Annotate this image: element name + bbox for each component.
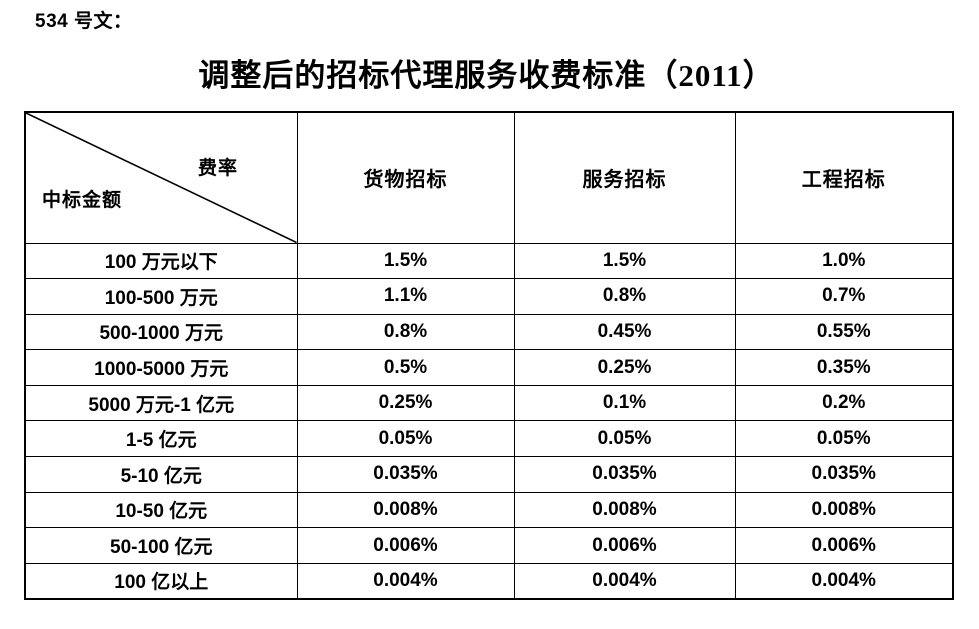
- fee-value: 0.2%: [734, 384, 954, 422]
- table-row: 100 万元以下 1.5% 1.5% 1.0%: [24, 242, 954, 280]
- table-row: 100-500 万元 1.1% 0.8% 0.7%: [24, 278, 954, 315]
- fee-value: 0.006%: [296, 527, 515, 564]
- fee-value: 0.55%: [734, 313, 954, 351]
- page-title: 调整后的招标代理服务收费标准（2011）: [198, 58, 775, 93]
- row-label: 100 万元以下: [24, 242, 298, 280]
- fee-value: 0.05%: [513, 420, 736, 458]
- column-header-engineering: 工程招标: [734, 111, 954, 244]
- row-label: 50-100 亿元: [24, 527, 298, 564]
- table-row: 1000-5000 万元 0.5% 0.25% 0.35%: [24, 349, 954, 386]
- row-label: 1-5 亿元: [24, 420, 298, 458]
- row-label: 500-1000 万元: [24, 313, 298, 351]
- fee-value: 0.006%: [513, 527, 736, 564]
- row-label: 100 亿以上: [24, 562, 298, 600]
- row-label: 5000 万元-1 亿元: [24, 384, 298, 422]
- table-row: 5-10 亿元 0.035% 0.035% 0.035%: [24, 456, 954, 493]
- table-row: 100 亿以上 0.004% 0.004% 0.004%: [24, 562, 954, 600]
- doc-number-label: 534 号文：: [35, 11, 133, 32]
- fee-value: 0.1%: [513, 384, 736, 422]
- corner-cell: 费率 中标金额: [24, 111, 298, 244]
- fee-value: 0.35%: [734, 349, 954, 386]
- fee-value: 0.25%: [296, 384, 515, 422]
- column-header-services: 服务招标: [513, 111, 736, 244]
- fee-value: 0.006%: [734, 527, 954, 564]
- corner-fee-rate-label: 费率: [198, 158, 239, 179]
- row-label: 10-50 亿元: [24, 491, 298, 529]
- column-header-goods: 货物招标: [296, 111, 515, 244]
- fee-value: 0.7%: [734, 278, 954, 315]
- table-row: 1-5 亿元 0.05% 0.05% 0.05%: [24, 420, 954, 458]
- fee-value: 0.05%: [734, 420, 954, 458]
- table-row: 500-1000 万元 0.8% 0.45% 0.55%: [24, 313, 954, 351]
- fee-value: 0.004%: [734, 562, 954, 600]
- fee-value: 0.8%: [296, 313, 515, 351]
- fee-value: 0.45%: [513, 313, 736, 351]
- fee-value: 1.1%: [296, 278, 515, 315]
- fee-value: 1.0%: [734, 242, 954, 280]
- fee-value: 0.25%: [513, 349, 736, 386]
- table-row: 5000 万元-1 亿元 0.25% 0.1% 0.2%: [24, 384, 954, 422]
- row-label: 5-10 亿元: [24, 456, 298, 493]
- corner-bid-amount-label: 中标金额: [42, 190, 123, 211]
- fee-value: 0.008%: [734, 491, 954, 529]
- fee-value: 1.5%: [296, 242, 515, 280]
- table-row: 10-50 亿元 0.008% 0.008% 0.008%: [24, 491, 954, 529]
- fee-value: 0.008%: [296, 491, 515, 529]
- fee-value: 0.035%: [296, 456, 515, 493]
- table-row: 50-100 亿元 0.006% 0.006% 0.006%: [24, 527, 954, 564]
- fee-value: 0.5%: [296, 349, 515, 386]
- row-label: 100-500 万元: [24, 278, 298, 315]
- diagonal-line-icon: [26, 113, 297, 243]
- fee-value: 0.004%: [513, 562, 736, 600]
- fee-value: 1.5%: [513, 242, 736, 280]
- fee-value: 0.035%: [734, 456, 954, 493]
- fee-value: 0.8%: [513, 278, 736, 315]
- fee-value: 0.004%: [296, 562, 515, 600]
- fee-value: 0.008%: [513, 491, 736, 529]
- fee-rate-table: 费率 中标金额 货物招标 服务招标 工程招标 100 万元以下 1.5% 1.5…: [24, 111, 954, 600]
- fee-value: 0.05%: [296, 420, 515, 458]
- fee-value: 0.035%: [513, 456, 736, 493]
- row-label: 1000-5000 万元: [24, 349, 298, 386]
- header-row: 费率 中标金额 货物招标 服务招标 工程招标: [24, 111, 954, 244]
